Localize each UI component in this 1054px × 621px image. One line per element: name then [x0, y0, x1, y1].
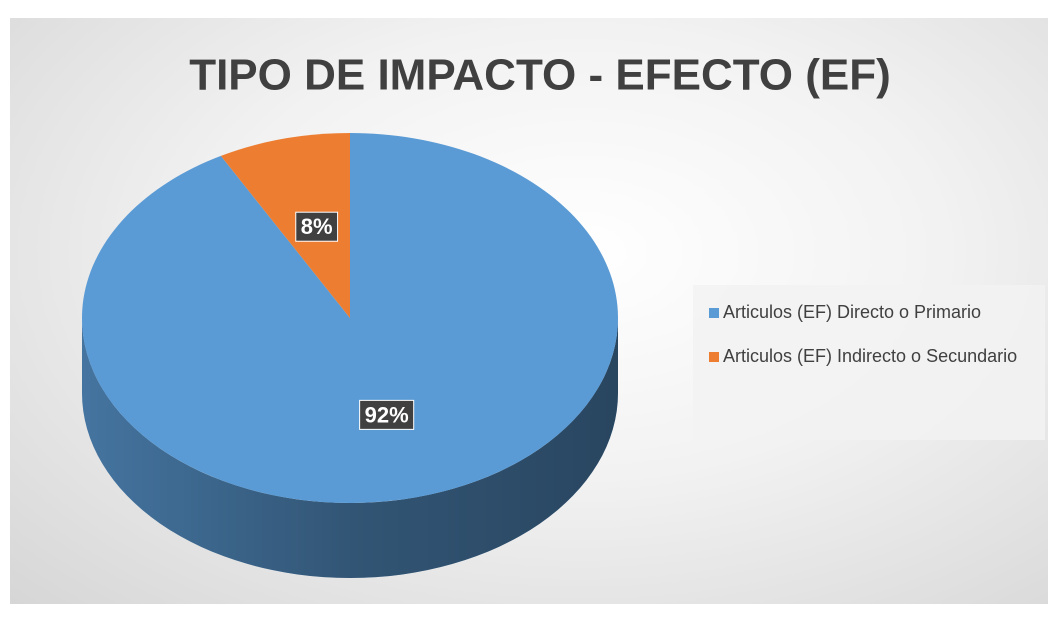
data-label: 92% — [365, 402, 409, 427]
legend-label: Articulos (EF) Directo o Primario — [723, 302, 982, 322]
slice — [220, 133, 350, 318]
legend-item: Articulos (EF) Directo o Primario — [709, 299, 1037, 325]
slice-side-shade — [82, 318, 618, 578]
data-label: 8% — [301, 214, 333, 239]
legend-label: Articulos (EF) Indirecto o Secundario — [723, 346, 1018, 366]
legend-swatch — [709, 352, 719, 362]
legend-item: Articulos (EF) Indirecto o Secundario — [709, 343, 1037, 369]
data-label-box — [359, 399, 415, 430]
legend-swatch — [709, 308, 719, 318]
chart-title: TIPO DE IMPACTO - EFECTO (EF) — [189, 51, 891, 100]
data-label-box — [295, 211, 339, 242]
legend: Articulos (EF) Directo o Primario Articul… — [693, 285, 1045, 440]
